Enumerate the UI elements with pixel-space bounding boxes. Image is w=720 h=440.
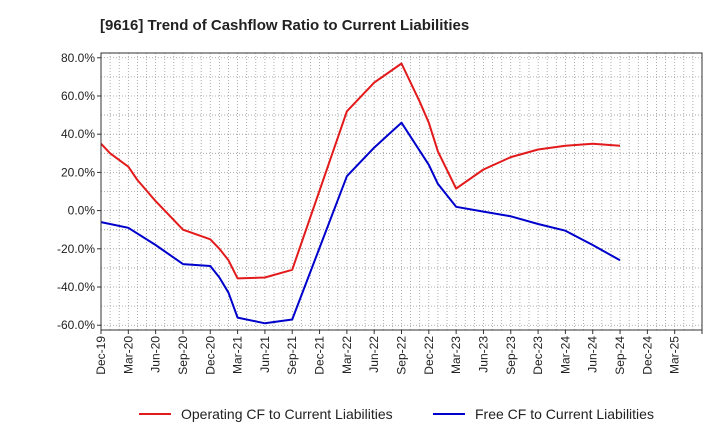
x-tick-label: Dec-19: [94, 336, 108, 375]
y-tick-label: 0.0%: [68, 204, 96, 218]
x-tick-label: Sep-21: [285, 336, 299, 375]
y-tick-label: -60.0%: [57, 318, 95, 332]
x-tick-label: Dec-23: [531, 336, 545, 375]
x-tick-label: Dec-20: [203, 336, 217, 375]
x-tick-label: Mar-21: [231, 336, 245, 374]
grid-lines: [100, 53, 703, 330]
x-tick-label: Sep-23: [504, 336, 518, 375]
x-tick-label: Mar-24: [558, 336, 572, 374]
x-tick-label: Sep-24: [613, 336, 627, 375]
x-tick-label: Dec-21: [313, 336, 327, 375]
x-tick-label: Mar-20: [121, 336, 135, 374]
y-tick-label: 80.0%: [61, 51, 95, 65]
y-tick-label: 20.0%: [61, 165, 95, 179]
x-tick-label: Jun-20: [149, 336, 163, 373]
axes: 80.0% 60.0% 40.0% 20.0% 0.0% -20.0% -40.0% -60.…: [57, 51, 703, 375]
y-tick-label: 40.0%: [61, 127, 95, 141]
y-tick-label: 60.0%: [61, 89, 95, 103]
series-line-1: [100, 62, 621, 280]
legend-label-1: Operating CF to Current Liabilities: [181, 406, 393, 422]
x-tick-label: Sep-22: [395, 336, 409, 375]
x-tick-label: Jun-21: [258, 336, 272, 373]
legend: Operating CF to Current Liabilities Free …: [139, 406, 654, 422]
x-tick-label: Jun-22: [367, 336, 381, 373]
chart-title: [9616] Trend of Cashflow Ratio to Curren…: [100, 17, 469, 34]
y-tick-label: -20.0%: [57, 242, 95, 256]
x-tick-label: Jun-24: [586, 336, 600, 373]
y-tick-label: -40.0%: [57, 280, 95, 294]
series-lines: [100, 62, 621, 325]
x-tick-label: Sep-20: [176, 336, 190, 375]
x-tick-label: Mar-23: [449, 336, 463, 374]
x-tick-label: Mar-22: [340, 336, 354, 374]
series-line-2: [100, 121, 621, 325]
x-tick-label: Dec-24: [640, 336, 654, 375]
x-tick-label: Dec-22: [422, 336, 436, 375]
x-tick-label: Mar-25: [668, 336, 682, 374]
legend-label-2: Free CF to Current Liabilities: [475, 406, 654, 422]
x-tick-label: Jun-23: [476, 336, 490, 373]
